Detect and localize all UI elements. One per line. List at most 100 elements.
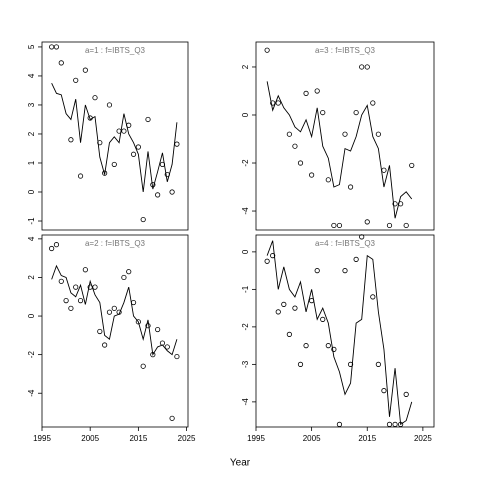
data-point	[359, 234, 365, 240]
x-tick-label: 2005	[303, 434, 321, 443]
data-point	[403, 222, 409, 229]
plot-frame	[255, 41, 435, 231]
plot-frame	[41, 41, 189, 231]
data-point	[111, 305, 117, 311]
data-point	[320, 109, 326, 116]
y-tick-label: -2	[241, 323, 250, 331]
data-point	[77, 298, 84, 304]
plot-frame	[41, 234, 189, 428]
data-point	[174, 353, 180, 360]
data-point	[53, 44, 60, 50]
panel-title: a=2 : f=IBTS_Q3	[85, 239, 146, 248]
data-point	[353, 256, 359, 262]
data-point	[169, 415, 175, 421]
data-point	[58, 278, 64, 284]
data-point	[92, 284, 98, 290]
data-point	[77, 173, 84, 179]
data-point	[130, 151, 137, 157]
y-tick-label: 1	[27, 160, 36, 165]
data-point	[169, 189, 175, 195]
x-tick-label: 1995	[247, 434, 265, 443]
x-tick-label: 2005	[81, 434, 99, 443]
data-point	[49, 245, 55, 252]
data-point	[314, 268, 320, 274]
x-tick-label: 2015	[129, 434, 147, 443]
data-point	[126, 269, 132, 275]
data-point	[106, 309, 113, 315]
data-point	[292, 143, 298, 149]
data-point	[370, 294, 376, 300]
data-point	[336, 421, 343, 427]
data-point	[375, 361, 381, 367]
data-point	[82, 67, 88, 73]
data-point	[264, 47, 270, 53]
data-point	[97, 328, 103, 335]
data-point	[270, 100, 276, 106]
data-point	[286, 331, 292, 337]
data-point	[336, 222, 343, 229]
data-point	[106, 102, 113, 108]
y-tick-label: -4	[241, 398, 250, 406]
data-point	[386, 421, 393, 427]
data-point	[386, 222, 393, 229]
data-point	[320, 316, 326, 322]
y-tick-label: -2	[241, 159, 250, 167]
data-point	[364, 219, 370, 225]
data-point	[49, 44, 55, 50]
data-point	[353, 109, 359, 116]
data-point	[68, 137, 74, 143]
x-tick-label: 1995	[33, 434, 51, 443]
y-tick-label: 2	[241, 64, 250, 69]
data-point	[281, 301, 287, 307]
x-tick-label: 2025	[414, 434, 432, 443]
y-tick-label: 0	[27, 189, 36, 194]
panel-title: a=4 : f=IBTS_Q3	[315, 239, 376, 248]
data-point	[381, 388, 387, 394]
data-point	[314, 88, 320, 94]
data-point	[364, 64, 370, 70]
data-point	[155, 192, 161, 198]
y-tick-label: 4	[27, 236, 36, 241]
data-point	[375, 131, 381, 137]
data-point	[297, 361, 304, 367]
data-point	[58, 60, 64, 66]
data-point	[286, 131, 292, 137]
y-tick-label: 2	[27, 131, 36, 136]
data-point	[347, 361, 354, 367]
y-tick-label: 0	[241, 112, 250, 117]
data-point	[292, 305, 298, 311]
data-point	[121, 128, 127, 134]
y-tick-label: -2	[27, 351, 36, 359]
data-point	[140, 216, 146, 223]
data-point	[145, 323, 151, 329]
y-tick-label: -3	[241, 360, 250, 368]
fit-line	[266, 240, 413, 426]
panel-title: a=1 : f=IBTS_Q3	[85, 46, 146, 55]
y-tick-label: 5	[27, 44, 36, 49]
data-point	[102, 342, 108, 348]
data-point	[140, 363, 146, 369]
y-tick-label: 4	[27, 73, 36, 78]
data-point	[370, 100, 376, 106]
plot-frame	[255, 234, 435, 428]
data-point	[135, 319, 141, 325]
data-point	[331, 222, 337, 229]
data-point	[73, 284, 79, 290]
data-point	[73, 77, 79, 83]
data-point	[102, 170, 108, 176]
data-point	[275, 100, 281, 106]
data-point	[155, 326, 161, 333]
data-point	[97, 140, 103, 146]
data-point	[309, 172, 315, 178]
data-point	[303, 343, 309, 349]
data-point	[82, 267, 88, 273]
y-tick-label: 0	[27, 313, 36, 318]
data-point	[297, 160, 304, 166]
data-point	[325, 177, 331, 183]
x-tick-label: 2025	[178, 434, 196, 443]
data-point	[359, 64, 365, 70]
x-tick-label: 2015	[358, 434, 376, 443]
data-point	[53, 242, 60, 248]
